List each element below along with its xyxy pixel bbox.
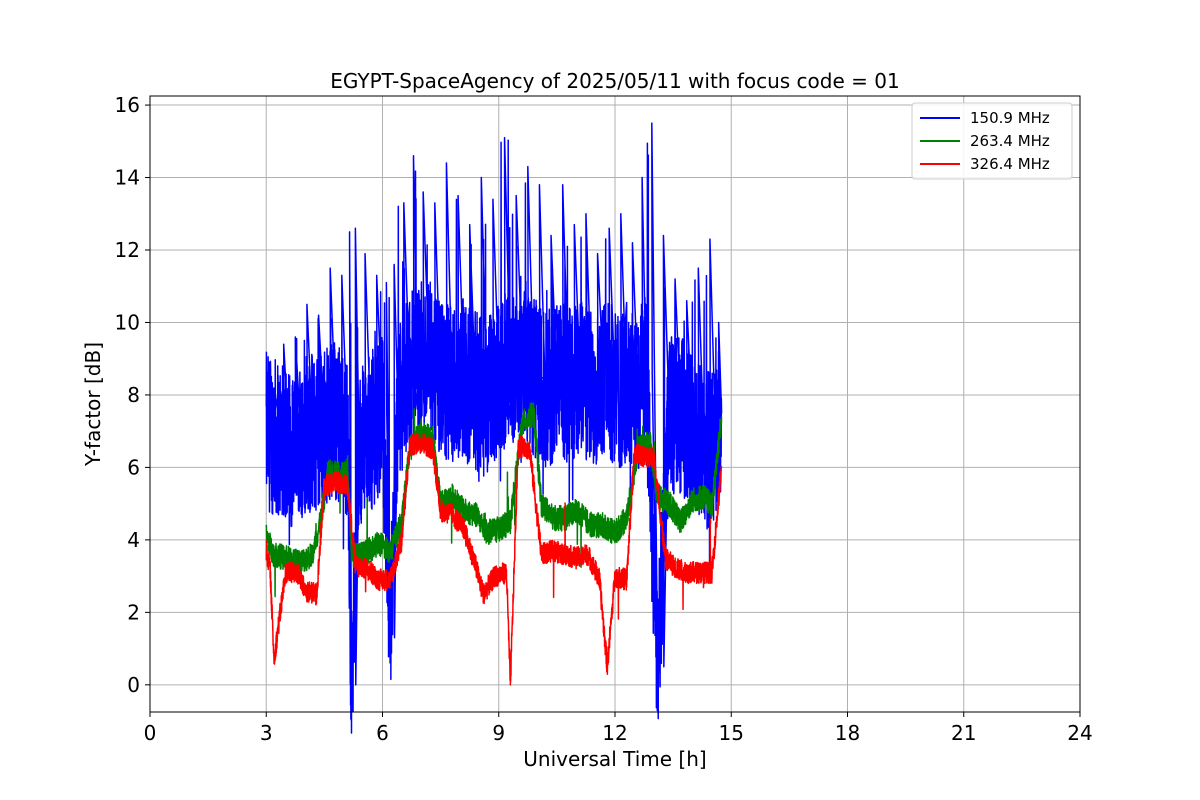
legend-label-3: 326.4 MHz <box>970 155 1050 173</box>
y-tick-label: 12 <box>115 238 140 262</box>
legend-box <box>911 102 1073 180</box>
y-tick-label: 10 <box>115 310 140 334</box>
x-tick-label: 0 <box>144 721 157 745</box>
series-layer <box>265 122 723 734</box>
x-tick-label: 3 <box>260 721 273 745</box>
series-line-3 <box>265 432 723 686</box>
legend-label-1: 150.9 MHz <box>970 109 1050 127</box>
y-axis-label: Y-factor [dB] <box>81 342 105 467</box>
x-axis-label: Universal Time [h] <box>523 747 706 771</box>
x-tick-label: 21 <box>951 721 976 745</box>
y-tick-label: 14 <box>115 166 140 190</box>
y-tick-label: 8 <box>127 383 140 407</box>
legend-label-2: 263.4 MHz <box>970 132 1050 150</box>
x-tick-label: 6 <box>376 721 389 745</box>
y-tick-label: 2 <box>127 600 140 624</box>
legend: 150.9 MHz 263.4 MHz 326.4 MHz <box>911 102 1073 180</box>
chart-title: EGYPT-SpaceAgency of 2025/05/11 with foc… <box>330 69 899 93</box>
x-tick-label: 18 <box>835 721 860 745</box>
x-tick-label: 12 <box>602 721 627 745</box>
x-tick-label: 24 <box>1067 721 1092 745</box>
y-tick-label: 16 <box>115 93 140 117</box>
y-tick-label: 0 <box>127 673 140 697</box>
y-tick-label: 4 <box>127 528 140 552</box>
y-tick-label: 6 <box>127 455 140 479</box>
x-tick-label: 9 <box>492 721 505 745</box>
x-tick-label: 15 <box>719 721 744 745</box>
